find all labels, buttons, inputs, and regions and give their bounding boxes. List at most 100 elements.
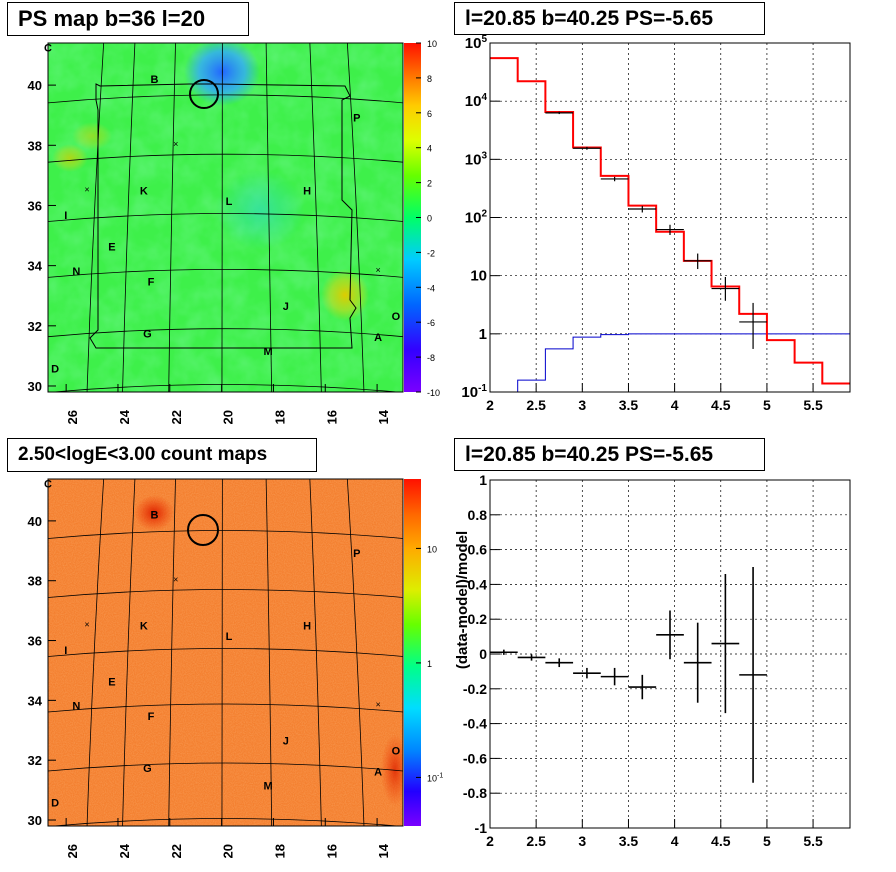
y-tick-label: 32 xyxy=(28,319,42,334)
y-tick-label: 34 xyxy=(28,693,43,708)
residual-panel: 2 2.5 3 3.5 4 4.5 5 5.5 -1 -0.8 -0.6 -0.4 -0.2 0 0.2 0.… xyxy=(454,472,851,849)
map-meridian xyxy=(168,479,176,826)
residual-x-tick-label: 2.5 xyxy=(526,833,546,849)
ps-map-frame xyxy=(47,42,404,393)
colorbar-tick-label: -8 xyxy=(427,353,435,363)
region-label-n: N xyxy=(72,701,80,713)
residual-y-tick-label: 0.6 xyxy=(468,542,488,558)
region-label-o: O xyxy=(392,746,401,758)
region-label-b: B xyxy=(151,74,159,86)
residual-x-tick-label: 4.5 xyxy=(711,833,731,849)
map-parallel xyxy=(48,94,403,104)
x-tick-label: 20 xyxy=(221,410,236,424)
region-label-m: M xyxy=(264,780,273,792)
colorbar-tick-label: -10 xyxy=(427,388,440,398)
region-label-j: J xyxy=(283,301,289,313)
spectrum-title: l=20.85 b=40.25 PS=-5.65 xyxy=(454,2,765,35)
residual-y-tick-label: -0.2 xyxy=(463,681,487,697)
y-tick-label: 34 xyxy=(28,259,43,274)
colorbar-tick-label: 0 xyxy=(427,214,432,224)
colorbar-tick-label: 6 xyxy=(427,109,432,119)
colorbar-tick-label: 2 xyxy=(427,179,432,189)
spectrum-y-tick-label: 105 xyxy=(465,34,488,52)
residual-y-tick-label: -0.8 xyxy=(463,785,487,801)
map-meridian xyxy=(309,43,322,392)
count-map-frame xyxy=(47,478,404,827)
region-label-a: A xyxy=(374,766,382,778)
colorbar-tick-label: 4 xyxy=(427,144,432,154)
x-tick-label: 24 xyxy=(117,843,132,858)
colorbar-tick-label: -6 xyxy=(427,318,435,328)
spectrum-panel: 2 2.5 3 3.5 4 4.5 5 5.5 10-1 1 10 102 103 104 105 xyxy=(461,34,851,413)
ps-map-cyan-region xyxy=(215,170,305,250)
count-map-hotspot xyxy=(134,495,174,531)
region-label-o: O xyxy=(392,311,401,323)
map-meridian xyxy=(265,43,273,392)
colorbar-tick-label: 8 xyxy=(427,74,432,84)
residual-axes: 2 2.5 3 3.5 4 4.5 5 5.5 -1 -0.8 -0.6 -0.4 -0.2 0 0.2 0.… xyxy=(463,472,823,849)
region-label-p: P xyxy=(353,548,360,560)
region-label-k: K xyxy=(140,621,148,633)
map-cross-marker: × xyxy=(84,185,89,195)
residual-x-tick-label: 2 xyxy=(486,833,494,849)
colorbar-tick-label: 1 xyxy=(427,659,432,669)
region-label-l: L xyxy=(226,631,233,643)
colorbar-tick-label: -2 xyxy=(427,248,435,258)
map-parallel xyxy=(48,589,403,598)
residual-y-tick-label: -0.6 xyxy=(463,750,487,766)
map-parallel xyxy=(48,213,403,222)
colorbar-tick-label: 10-1 xyxy=(427,772,443,783)
residual-y-tick-label: 0.4 xyxy=(468,576,488,592)
residual-y-tick-label: -0.4 xyxy=(463,716,487,732)
residual-x-tick-label: 5 xyxy=(763,833,771,849)
region-label-e: E xyxy=(108,676,115,688)
map-meridian xyxy=(168,43,176,392)
spectrum-x-tick-label: 2 xyxy=(486,397,494,413)
count-map-source-circle xyxy=(187,514,219,546)
ps-map-yellow-blob xyxy=(321,269,369,321)
region-label-g: G xyxy=(143,329,152,341)
region-label-i: I xyxy=(64,210,67,222)
spectrum-x-tick-label: 5 xyxy=(763,397,771,413)
map-cross-marker: × xyxy=(173,575,178,585)
residual-title: l=20.85 b=40.25 PS=-5.65 xyxy=(454,438,765,471)
y-tick-label: 40 xyxy=(28,514,42,529)
region-label-b: B xyxy=(151,510,159,522)
x-tick-label: 26 xyxy=(65,844,80,858)
map-cross-marker: × xyxy=(376,265,381,275)
region-label-h: H xyxy=(303,621,311,633)
residual-y-tick-label: 0.2 xyxy=(468,611,488,627)
spectrum-y-tick-label: 10-1 xyxy=(461,383,487,401)
spectrum-series xyxy=(490,57,850,393)
x-tick-label: 14 xyxy=(376,409,391,424)
spectrum-x-tick-label: 4 xyxy=(671,397,679,413)
x-tick-label: 26 xyxy=(65,410,80,424)
residual-y-tick-label: 0 xyxy=(479,646,487,662)
region-label-m: M xyxy=(264,346,273,358)
count-map-colorbar xyxy=(404,479,421,826)
spectrum-axes: 2 2.5 3 3.5 4 4.5 5 5.5 10-1 1 10 102 103 104 105 xyxy=(461,34,823,413)
map-parallel xyxy=(49,384,402,392)
spectrum-y-tick-label: 103 xyxy=(465,150,488,168)
spectrum-x-tick-label: 3 xyxy=(578,397,586,413)
map-meridian xyxy=(309,479,322,826)
x-tick-label: 14 xyxy=(376,843,391,858)
ps-map-coordinate-grid xyxy=(48,43,403,392)
x-tick-label: 22 xyxy=(169,410,184,424)
colorbar-tick-label: 10 xyxy=(427,39,437,49)
region-label-j: J xyxy=(283,735,289,747)
colorbar-tick-label: -4 xyxy=(427,283,435,293)
map-parallel xyxy=(49,818,402,826)
residual-x-tick-label: 3.5 xyxy=(619,833,639,849)
ps-map-yellow-spot-2 xyxy=(72,122,112,150)
count-map-coordinate-grid xyxy=(48,479,403,826)
region-label-i: I xyxy=(64,645,67,657)
spectrum-x-tick-label: 5.5 xyxy=(803,397,823,413)
residual-y-tick-label: 1 xyxy=(479,472,487,488)
spectrum-y-tick-label: 104 xyxy=(465,92,488,110)
map-cross-marker: × xyxy=(84,620,89,630)
y-tick-label: 38 xyxy=(28,138,42,153)
region-label-f: F xyxy=(148,711,155,723)
